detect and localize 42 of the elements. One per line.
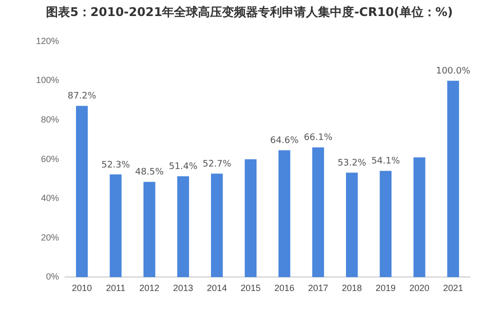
- bar: [278, 150, 290, 278]
- y-tick-label: 20%: [41, 232, 60, 242]
- bar: [312, 147, 324, 278]
- bar: [380, 170, 392, 278]
- data-label: 100.0%: [436, 66, 471, 77]
- x-tick-label: 2017: [308, 283, 328, 294]
- x-tick-label: 2012: [139, 283, 160, 294]
- bar: [143, 182, 156, 278]
- bar: [346, 172, 358, 278]
- y-tick-label: 0%: [46, 272, 60, 282]
- bar: [110, 174, 122, 278]
- data-label: 52.7%: [202, 159, 232, 170]
- data-label: 48.5%: [135, 168, 164, 178]
- x-tick-label: 2011: [106, 283, 126, 294]
- y-tick-label: 40%: [41, 193, 60, 204]
- y-tick-label: 60%: [41, 154, 60, 164]
- data-label: 52.3%: [101, 160, 130, 170]
- x-tick-label: 2019: [376, 283, 396, 294]
- data-label: 53.2%: [338, 158, 367, 169]
- data-label: 66.1%: [304, 133, 333, 144]
- bar: [76, 106, 88, 278]
- x-tick-label: 2018: [342, 283, 362, 294]
- y-tick-label: 80%: [41, 114, 60, 124]
- x-tick-label: 2014: [206, 283, 227, 294]
- data-label: 51.4%: [168, 162, 198, 172]
- x-tick-label: 2013: [173, 283, 194, 294]
- chart-title: 图表5：2010-2021年全球高压变频器专利申请人集中度-CR10(单位：%): [45, 4, 454, 21]
- x-tick-label: 2020: [409, 283, 430, 294]
- x-tick-label: 2021: [443, 283, 464, 294]
- x-tick-label: 2015: [240, 283, 261, 294]
- bar: [177, 176, 190, 278]
- data-label: 54.1%: [371, 156, 400, 167]
- y-tick-label: 120%: [36, 36, 60, 46]
- x-tick-label: 2016: [274, 283, 294, 294]
- bar: [413, 157, 426, 278]
- y-tick-label: 100%: [36, 75, 60, 86]
- bar: [447, 80, 460, 278]
- x-tick-label: 2010: [72, 283, 92, 294]
- bar: [210, 174, 223, 278]
- bar: [244, 159, 257, 278]
- data-label: 87.2%: [68, 92, 97, 102]
- data-label: 64.6%: [270, 136, 300, 146]
